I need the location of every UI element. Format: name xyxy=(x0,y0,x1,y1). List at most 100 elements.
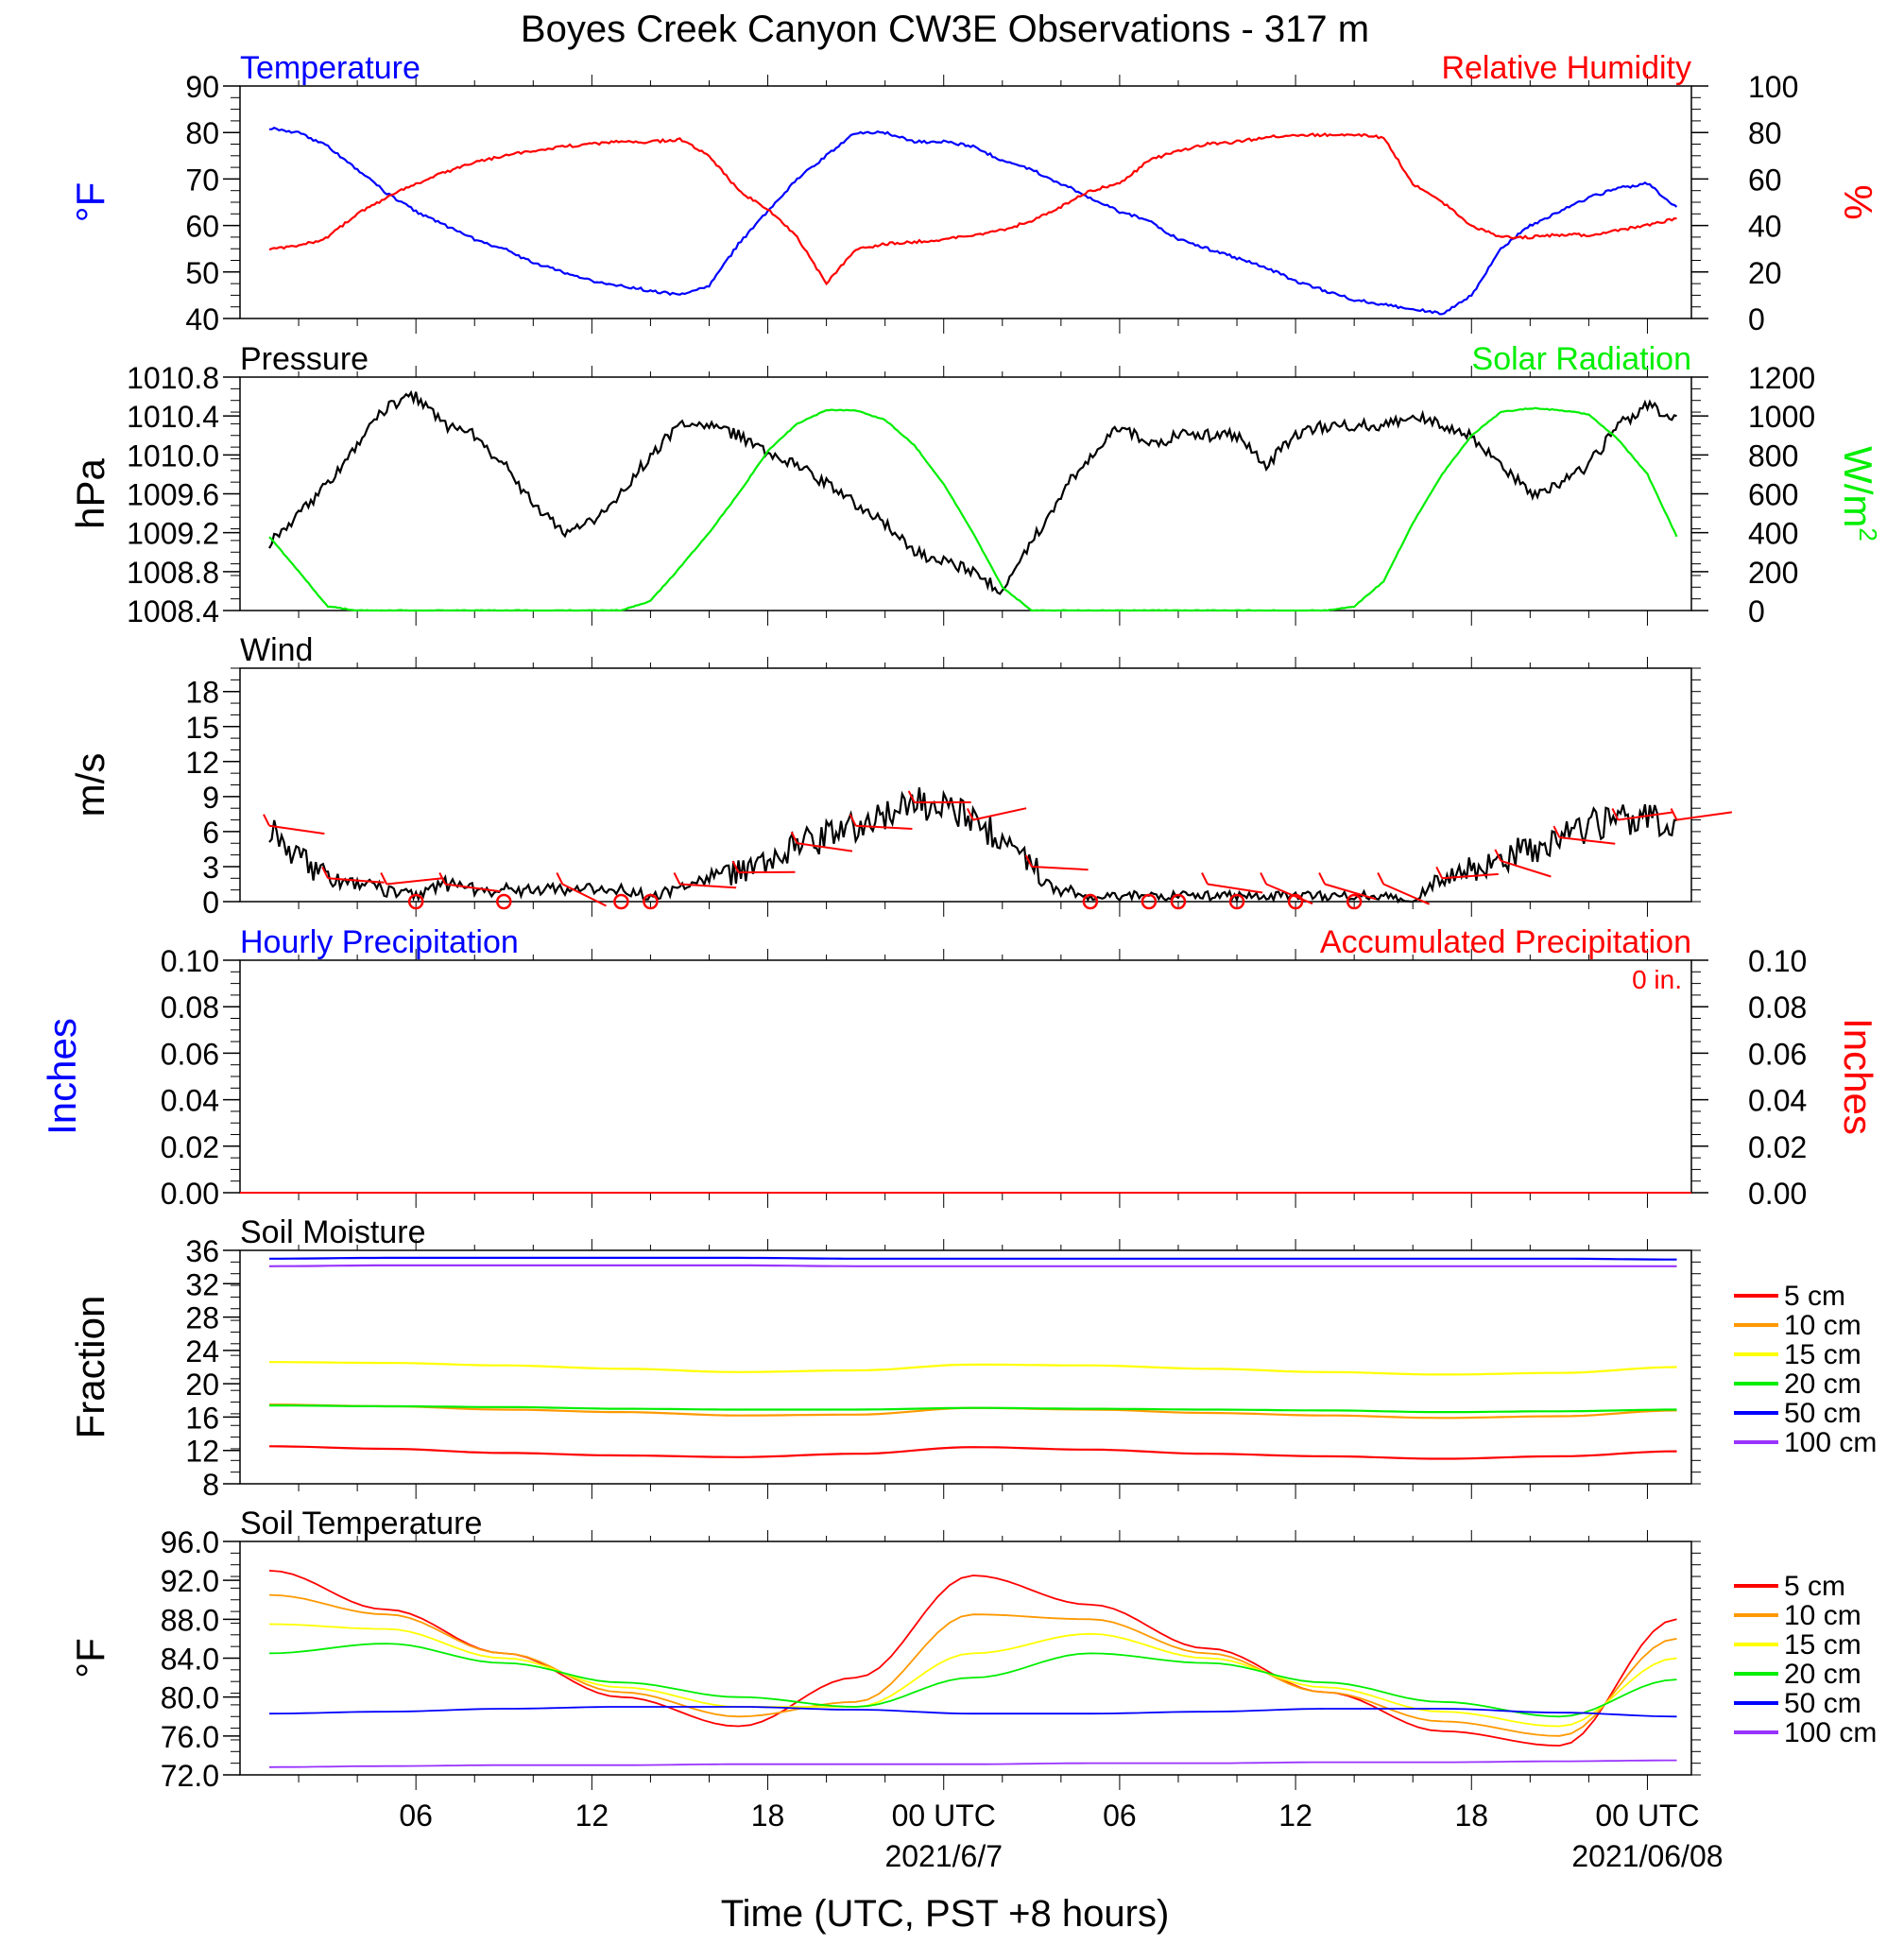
y-tick-label: 1010.8 xyxy=(127,361,219,395)
wind-barb xyxy=(328,877,385,884)
pressure-solar-series-solar-radiation xyxy=(268,406,1678,612)
pressure-solar-ylabel-left: hPa xyxy=(68,457,112,528)
wind-barb xyxy=(1501,859,1552,878)
soil-temperature-series-20-cm xyxy=(268,1643,1677,1718)
y-tick-label: 70 xyxy=(185,163,219,197)
precipitation-ylabel-right: Inches xyxy=(1836,1018,1880,1135)
y-tick-label: 24 xyxy=(185,1334,219,1368)
wind-barb xyxy=(386,877,443,886)
wind-barb-flag xyxy=(907,790,916,803)
y-tick-label: 84.0 xyxy=(161,1643,219,1677)
y-tick-label: 12 xyxy=(185,1435,219,1469)
y-tick-label: 28 xyxy=(185,1301,219,1335)
wind-barb xyxy=(1265,883,1313,905)
soil-moisture-series-20-cm xyxy=(269,1403,1677,1414)
legend-label: 100 cm xyxy=(1784,1427,1877,1458)
soil-moisture-series-15-cm xyxy=(269,1361,1677,1376)
wind-barb xyxy=(855,824,913,830)
x-tick-label: 12 xyxy=(575,1799,609,1833)
y-tick-label: 12 xyxy=(185,746,219,780)
y-tick-label: 9 xyxy=(202,781,219,815)
x-tick-label: 18 xyxy=(1454,1799,1488,1833)
soil-temperature-ylabel-left: °F xyxy=(68,1638,112,1678)
y-tick-label-right: 600 xyxy=(1748,478,1798,512)
soil-moisture-frame xyxy=(239,1249,1692,1485)
y-tick-label-right: 20 xyxy=(1748,256,1782,290)
temperature-rh-title-right: Relative Humidity xyxy=(1441,50,1691,86)
calm-wind-marker xyxy=(613,893,629,910)
y-tick-label-right: 0 xyxy=(1748,302,1765,336)
x-tick-label: 00 UTC xyxy=(892,1799,996,1833)
y-tick-label: 1008.8 xyxy=(127,556,219,590)
wind-barb xyxy=(1618,811,1674,821)
temperature-rh-frame xyxy=(239,85,1692,319)
y-tick-label: 90 xyxy=(185,70,219,104)
y-tick-label-right: 0.00 xyxy=(1748,1177,1807,1211)
soil-temperature-series-100-cm xyxy=(268,1759,1677,1768)
y-tick-label: 1009.2 xyxy=(127,517,219,551)
wind-barb-flag xyxy=(438,872,447,885)
y-tick-label: 92.0 xyxy=(161,1564,219,1598)
y-tick-label: 0.02 xyxy=(161,1130,219,1164)
soil-moisture-series-50-cm xyxy=(269,1256,1677,1261)
accumulated-annotation: 0 in. xyxy=(1632,965,1682,994)
y-tick-label: 80 xyxy=(185,116,219,150)
y-tick-label-right: 60 xyxy=(1748,163,1782,197)
pressure-solar-frame xyxy=(239,376,1692,611)
calm-wind-marker xyxy=(1170,893,1187,910)
date-label: 2021/6/7 xyxy=(884,1839,1003,1873)
soil-moisture-ylabel-left: Fraction xyxy=(68,1296,112,1439)
x-tick-label: 12 xyxy=(1278,1799,1312,1833)
y-tick-label: 0.10 xyxy=(161,944,219,978)
y-tick-label: 80.0 xyxy=(161,1681,219,1715)
legend-label: 15 cm xyxy=(1784,1339,1861,1370)
wind-barb xyxy=(972,807,1027,821)
y-tick-label: 36 xyxy=(185,1234,219,1268)
wind-barb-flag xyxy=(1611,808,1620,820)
wind-barb-flag xyxy=(731,860,740,873)
y-tick-label-right: 1200 xyxy=(1748,361,1815,395)
precipitation-frame xyxy=(239,959,1692,1194)
y-tick-label: 76.0 xyxy=(161,1720,219,1754)
y-tick-label-right: 100 xyxy=(1748,70,1798,104)
calm-wind-marker xyxy=(1287,893,1304,910)
wind-barb xyxy=(679,883,737,889)
legend-label: 20 cm xyxy=(1784,1368,1861,1400)
calm-wind-marker xyxy=(1141,893,1158,910)
wind-barb-flag xyxy=(1024,854,1033,868)
wind-barb-flag xyxy=(1318,872,1326,885)
legend-label: 15 cm xyxy=(1784,1629,1861,1661)
y-tick-label: 60 xyxy=(185,210,219,244)
soil-moisture-title-left: Soil Moisture xyxy=(240,1214,426,1250)
y-tick-label-right: 800 xyxy=(1748,439,1798,473)
wind-barb xyxy=(1324,883,1377,901)
wind-barb-flag xyxy=(263,814,270,827)
y-tick-label-right: 0.10 xyxy=(1748,944,1807,978)
y-tick-label: 16 xyxy=(185,1401,219,1435)
calm-wind-marker xyxy=(496,893,512,910)
y-tick-label: 6 xyxy=(202,816,219,850)
wind-barb xyxy=(268,824,325,835)
wind-barb-flag xyxy=(1494,849,1502,862)
y-tick-label: 1010.0 xyxy=(127,439,219,473)
temperature-rh-series-relative-humidity xyxy=(268,132,1677,286)
y-tick-label-right: 0.04 xyxy=(1748,1084,1807,1118)
y-tick-label: 50 xyxy=(185,256,219,290)
legend-label: 20 cm xyxy=(1784,1659,1861,1690)
soil-temperature-series-5-cm xyxy=(268,1570,1677,1747)
wind-barb xyxy=(1559,836,1616,845)
temperature-rh-series-temperature xyxy=(268,126,1678,316)
y-tick-label: 40 xyxy=(185,302,219,336)
y-tick-label-right: 200 xyxy=(1748,556,1798,590)
y-tick-label: 1010.4 xyxy=(127,400,219,434)
wind-barb-flag xyxy=(966,808,974,820)
calm-wind-marker xyxy=(1346,893,1363,910)
legend-label: 50 cm xyxy=(1784,1688,1861,1719)
wind-barb-flag xyxy=(380,872,388,885)
superscript: 2 xyxy=(1854,527,1882,541)
legend-label: 10 cm xyxy=(1784,1600,1861,1631)
y-tick-label-right: 0 xyxy=(1748,594,1765,628)
